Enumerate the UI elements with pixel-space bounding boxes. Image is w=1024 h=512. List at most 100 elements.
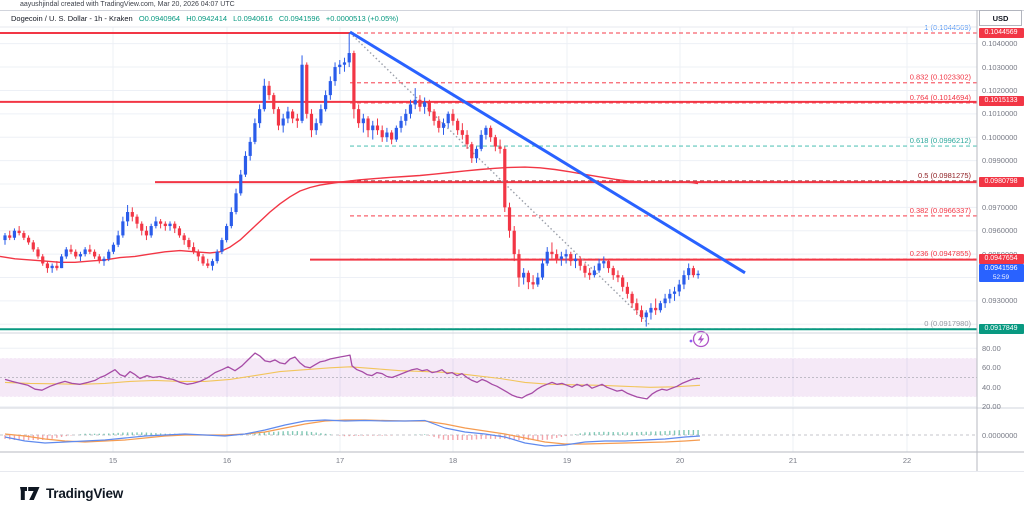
candle-up xyxy=(338,64,342,68)
candle-down xyxy=(465,134,469,145)
candle-up xyxy=(168,223,172,227)
candle-down xyxy=(460,130,464,135)
candle-down xyxy=(55,265,59,269)
price-badge: 0.1044569 xyxy=(978,27,1024,38)
candle-down xyxy=(22,233,26,238)
candle-up xyxy=(111,244,116,252)
candle-up xyxy=(328,81,332,96)
candle-down xyxy=(493,137,497,147)
candle-up xyxy=(281,118,285,126)
dotted-trendline xyxy=(349,32,650,325)
candle-down xyxy=(196,251,200,257)
candle-up xyxy=(215,251,219,262)
candle-up xyxy=(149,226,153,236)
candle-up xyxy=(234,193,238,213)
candle-down xyxy=(187,240,191,248)
candle-up xyxy=(121,221,125,236)
candle-down xyxy=(357,109,361,124)
candle-up xyxy=(545,251,549,264)
descending-trendline xyxy=(349,30,746,275)
time-axis[interactable]: 15 16 17 18 19 20 21 22 xyxy=(0,452,977,472)
fib-level-label: 0.618 (0.0996212) xyxy=(910,136,972,145)
candle-up xyxy=(324,95,328,110)
candle-up xyxy=(559,256,563,259)
candle-down xyxy=(635,303,639,311)
candle-up xyxy=(220,240,224,252)
candle-down xyxy=(352,53,356,110)
candle-down xyxy=(182,235,186,241)
tradingview-logo-text: TradingView xyxy=(46,486,124,501)
candle-down xyxy=(625,286,629,294)
time-tick-label: 16 xyxy=(222,456,232,465)
time-tick-label: 22 xyxy=(902,456,912,465)
candle-down xyxy=(611,268,615,276)
candle-up xyxy=(474,148,479,159)
price-change: +0.0000513 (+0.05%) xyxy=(325,14,399,23)
candle-up xyxy=(3,235,7,241)
candle-up xyxy=(484,127,488,135)
candle-up xyxy=(78,254,83,257)
price-tick-label: 0.0960000 xyxy=(982,226,1018,236)
candle-down xyxy=(550,251,554,255)
candle-down xyxy=(135,216,139,224)
candle-up xyxy=(116,235,120,245)
candle-down xyxy=(366,118,370,131)
price-tick-label: 0.1030000 xyxy=(982,62,1018,72)
candle-down xyxy=(17,230,21,234)
candle-down xyxy=(691,268,695,276)
candle-up xyxy=(125,212,130,222)
candle-down xyxy=(163,223,167,227)
lightning-bolt-icon xyxy=(692,330,710,348)
candle-down xyxy=(97,256,101,262)
candle-down xyxy=(489,127,493,138)
candle-down xyxy=(272,95,276,110)
chart-legend[interactable]: Dogecoin / U. S. Dollar - 1h - Kraken O0… xyxy=(11,14,398,23)
candle-up xyxy=(59,256,64,269)
macd-tick-label: 0.0000000 xyxy=(982,430,1018,440)
candle-up xyxy=(300,64,304,121)
candle-up xyxy=(536,277,540,285)
tradingview-logo[interactable]: TradingView xyxy=(20,486,123,501)
candle-up xyxy=(229,212,233,227)
price-axis[interactable]: 0.1040000 0.1030000 0.1020000 0.1010000 0.10… xyxy=(977,10,1024,472)
candle-down xyxy=(512,230,516,255)
candle-down xyxy=(517,254,521,278)
candle-down xyxy=(88,249,92,252)
candle-down xyxy=(639,310,644,318)
fib-level-label: 0 (0.0917980) xyxy=(924,319,971,328)
price-tick-label: 0.0970000 xyxy=(982,202,1018,212)
candle-up xyxy=(682,275,686,285)
candle-down xyxy=(588,272,592,276)
candle-up xyxy=(408,104,413,114)
fib-level-label: 0.764 (0.1014694) xyxy=(910,93,972,102)
candle-down xyxy=(451,113,455,121)
price-tick-label: 0.1040000 xyxy=(982,39,1018,49)
last-price-badge: 0.0941596 52:59 xyxy=(978,264,1024,283)
candle-down xyxy=(309,113,314,131)
candle-up xyxy=(154,221,158,227)
candle-up xyxy=(243,155,248,175)
candle-up xyxy=(371,125,375,131)
candle-up xyxy=(64,249,68,257)
candle-down xyxy=(69,249,73,252)
candle-down xyxy=(380,130,384,138)
candle-up xyxy=(107,251,111,259)
candle-up xyxy=(102,258,106,262)
candle-down xyxy=(437,120,441,128)
countdown-timer: 52:59 xyxy=(992,274,1010,282)
candle-down xyxy=(498,146,502,149)
chart-canvas[interactable]: 1 (0.1044569)0.832 (0.1023302)0.764 (0.1… xyxy=(0,0,1024,474)
candle-up xyxy=(394,127,398,140)
candle-up xyxy=(649,307,653,313)
time-tick-label: 17 xyxy=(335,456,345,465)
price-tick-label: 0.1000000 xyxy=(982,132,1018,142)
lightning-bolt-icon xyxy=(697,333,705,345)
candle-down xyxy=(555,254,559,259)
candle-up xyxy=(668,293,672,299)
candle-up xyxy=(446,113,450,124)
candle-up xyxy=(658,303,662,311)
candle-down xyxy=(92,251,97,257)
candle-down xyxy=(305,64,309,114)
fib-level-label: 0.832 (0.1023302) xyxy=(910,73,972,82)
candle-down xyxy=(621,277,625,287)
